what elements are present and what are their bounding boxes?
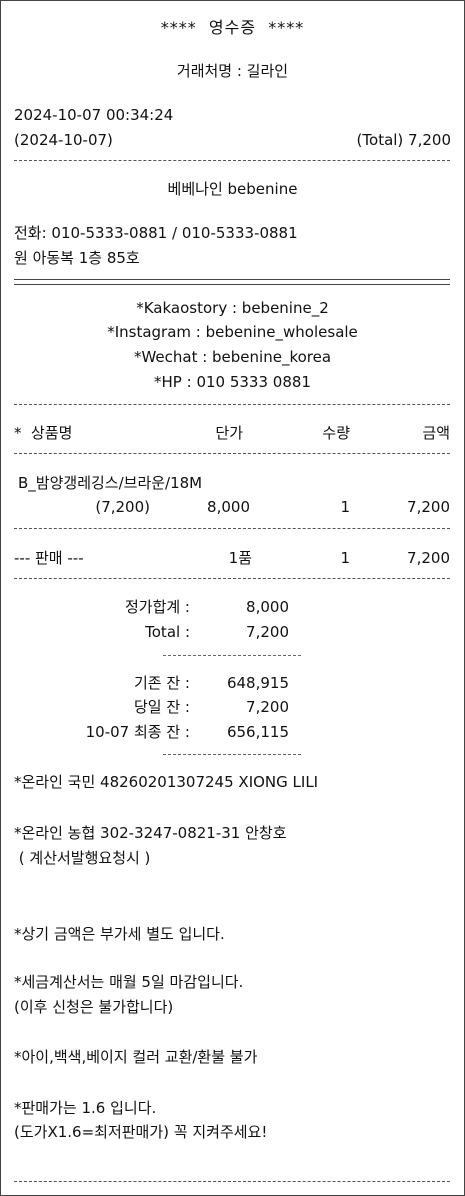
list-sum-value: 8,000	[246, 598, 289, 616]
today-balance-value: 7,200	[246, 698, 289, 716]
store-phone: 전화: 010-5333-0881 / 010-5333-0881	[14, 224, 298, 242]
list-sum-label: 정가합계 :	[124, 598, 190, 616]
receipt-total: (Total) 7,200	[356, 131, 451, 149]
prev-balance-value: 648,915	[226, 674, 289, 692]
divider	[14, 453, 450, 454]
store-address: 원 아동복 1층 85호	[14, 249, 140, 267]
price-note: *판매가는 1.6 입니다.	[14, 1099, 157, 1117]
today-balance-label: 당일 잔 :	[134, 698, 190, 716]
final-balance-value: 656,115	[226, 723, 289, 741]
invoice-note: *세금계산서는 매월 5일 마감입니다.	[14, 973, 244, 991]
receipt-datetime: 2024-10-07 00:34:24	[14, 106, 174, 124]
total-label: Total :	[145, 623, 190, 641]
sale-label: --- 판매 ---	[14, 549, 84, 567]
item-qty: 1	[340, 498, 350, 516]
bank-note: ( 계산서발행요청시 )	[14, 849, 151, 867]
divider	[14, 578, 450, 579]
exchange-note: *아이,백색,베이지 컬러 교환/환불 불가	[14, 1048, 258, 1066]
col-header-product: * 상품명	[14, 424, 73, 442]
divider	[14, 160, 450, 161]
short-divider	[163, 754, 301, 755]
double-divider	[14, 279, 450, 285]
store-name: 베베나인 bebenine	[167, 180, 298, 198]
divider	[14, 404, 450, 405]
receipt-title: **** 영수증 ****	[160, 18, 305, 37]
bank-account-nonghyup: *온라인 농협 302-3247-0821-31 안창호	[14, 824, 287, 842]
kakao-line: *Kakaostory : bebenine_2	[136, 299, 329, 317]
final-balance-label: 10-07 최종 잔 :	[85, 723, 190, 741]
wechat-line: *Wechat : bebenine_korea	[133, 348, 332, 366]
divider	[14, 528, 450, 529]
item-unit-price: 8,000	[207, 498, 250, 516]
item-sale-price: (7,200)	[95, 498, 150, 516]
sale-kinds: 1품	[228, 549, 252, 567]
sale-amount: 7,200	[407, 549, 450, 567]
item-name: B_밤양갱레깅스/브라운/18M	[18, 474, 203, 492]
hp-line: *HP : 010 5333 0881	[154, 373, 311, 391]
col-header-unit-price: 단가	[215, 424, 243, 442]
invoice-note-sub: (이후 신청은 불가합니다)	[14, 998, 174, 1016]
col-header-amount: 금액	[422, 424, 450, 442]
client-name: 거래처명 : 길라인	[176, 62, 289, 80]
receipt-date: (2024-10-07)	[14, 131, 113, 149]
col-header-qty: 수량	[322, 424, 350, 442]
instagram-line: *Instagram : bebenine_wholesale	[107, 323, 358, 341]
divider	[14, 1181, 450, 1182]
price-note-sub: (도가X1.6=최저판매가) 꼭 지켜주세요!	[14, 1123, 268, 1141]
item-amount: 7,200	[407, 498, 450, 516]
sale-qty: 1	[340, 549, 350, 567]
total-value: 7,200	[246, 623, 289, 641]
short-divider	[163, 655, 301, 656]
prev-balance-label: 기존 잔 :	[134, 674, 190, 692]
vat-note: *상기 금액은 부가세 별도 입니다.	[14, 925, 225, 943]
bank-account-kookmin: *온라인 국민 48260201307245 XIONG LILI	[14, 773, 319, 791]
